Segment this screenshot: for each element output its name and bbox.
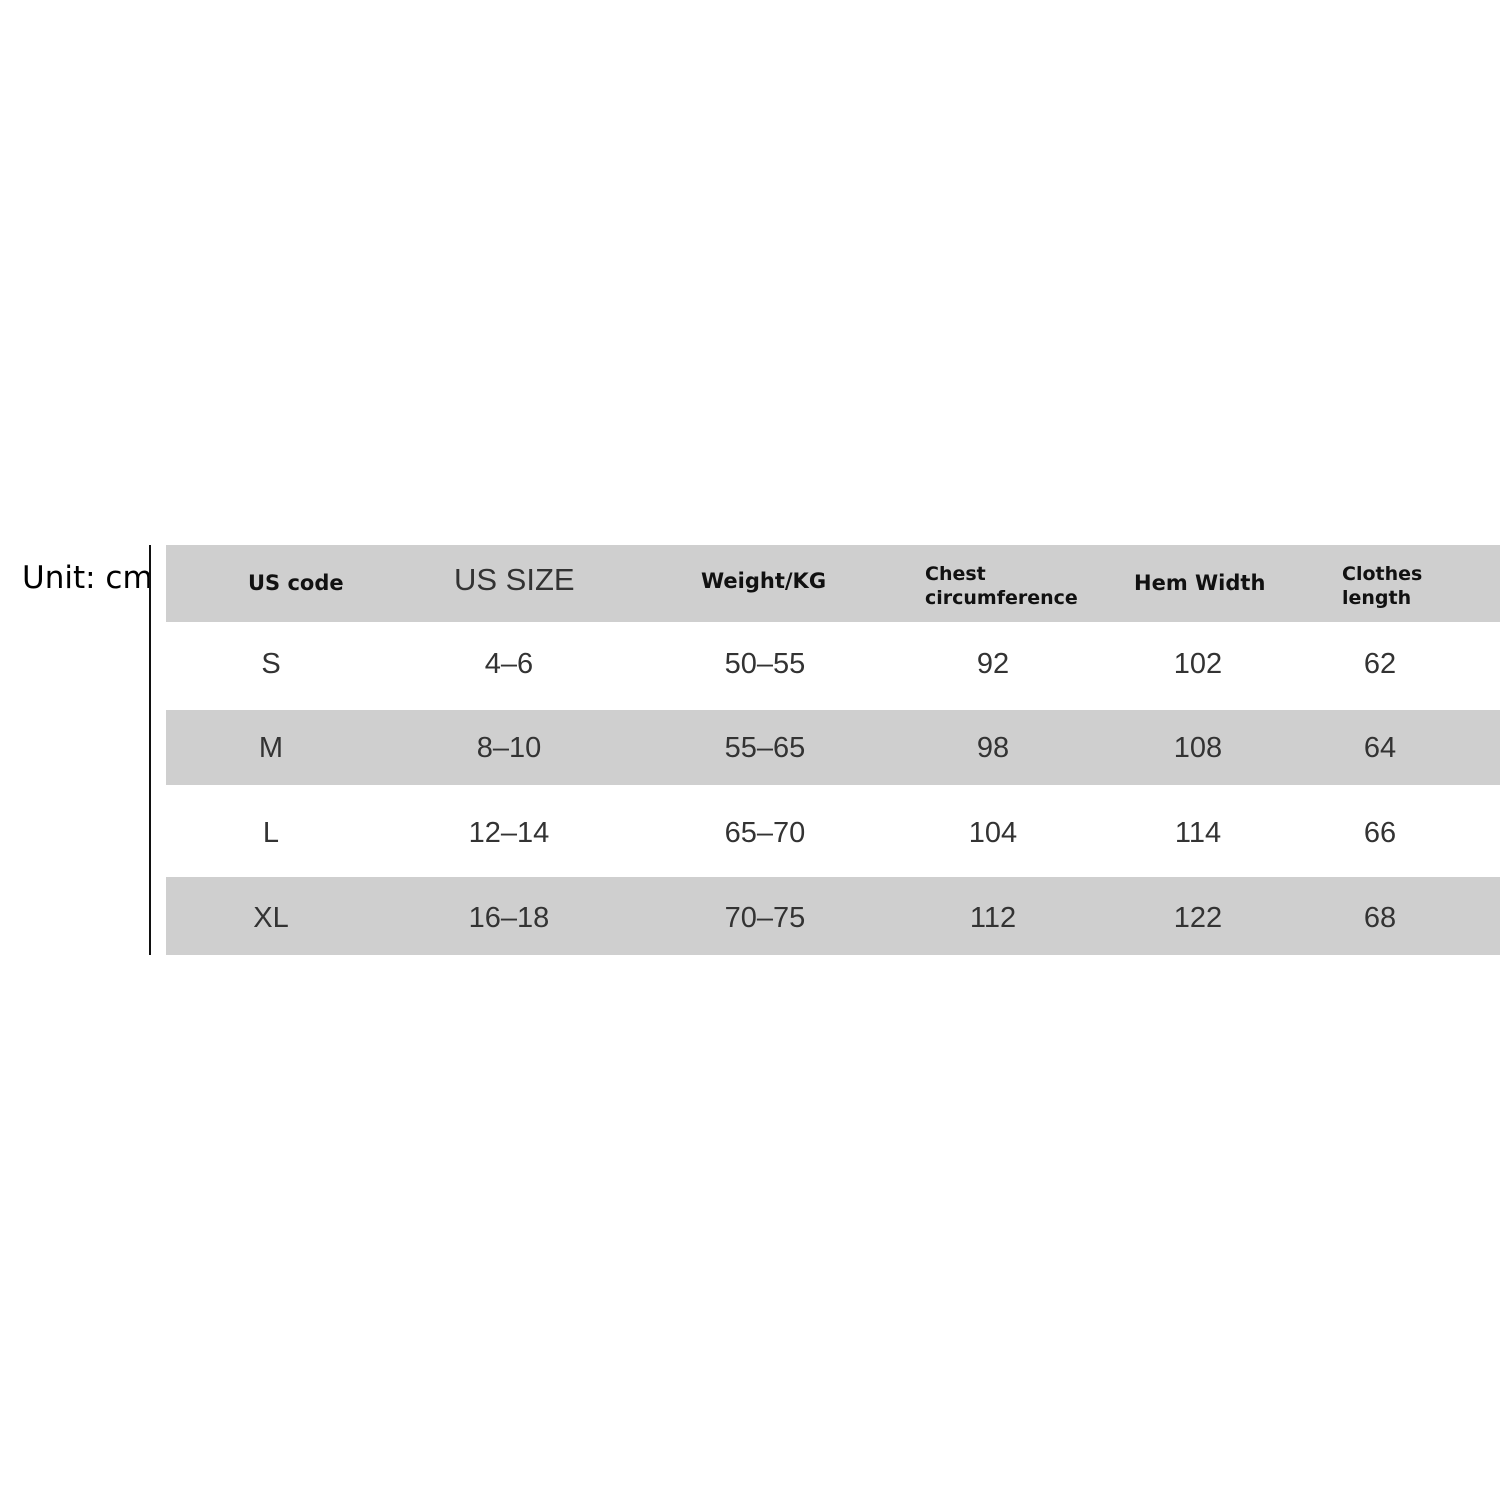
- header-clothes-length: Clothes length: [1342, 562, 1422, 610]
- cell-chest: 98: [976, 732, 1010, 764]
- cell-us-size: 16–18: [468, 902, 550, 934]
- cell-chest: 104: [968, 817, 1018, 849]
- cell-us-code: L: [262, 817, 280, 849]
- header-chest-line: Chest: [925, 563, 986, 585]
- header-weight: Weight/KG: [701, 569, 827, 593]
- cell-hem-width: 122: [1173, 902, 1223, 934]
- cell-weight: 55–65: [724, 732, 806, 764]
- cell-hem-width: 108: [1173, 732, 1223, 764]
- cell-hem-width: 114: [1174, 817, 1222, 849]
- divider-line: [149, 545, 151, 955]
- cell-us-size: 4–6: [484, 648, 534, 680]
- cell-us-code: S: [261, 648, 281, 680]
- cell-us-size: 8–10: [476, 732, 542, 764]
- cell-chest: 112: [969, 902, 1017, 934]
- header-us-size: US SIZE: [454, 562, 575, 597]
- cell-us-size: 12–14: [468, 817, 550, 849]
- cell-clothes-length: 62: [1363, 648, 1397, 680]
- cell-chest: 92: [976, 648, 1010, 680]
- cell-weight: 50–55: [724, 648, 806, 680]
- table-header-row: [166, 545, 1500, 622]
- header-chest-line: circumference: [925, 587, 1078, 609]
- cell-us-code: XL: [253, 902, 289, 934]
- unit-label: Unit: cm: [22, 560, 153, 596]
- cell-clothes-length: 64: [1363, 732, 1397, 764]
- header-hem-width: Hem Width: [1134, 571, 1266, 595]
- table-row-band: [166, 877, 1500, 955]
- header-chest: Chest circumference: [925, 562, 1078, 610]
- cell-weight: 70–75: [724, 902, 806, 934]
- header-clothes-line: length: [1342, 587, 1412, 609]
- cell-clothes-length: 66: [1363, 817, 1397, 849]
- cell-hem-width: 102: [1173, 648, 1223, 680]
- table-row-band: [166, 710, 1500, 785]
- cell-clothes-length: 68: [1363, 902, 1397, 934]
- cell-weight: 65–70: [724, 817, 806, 849]
- header-us-code: US code: [248, 571, 344, 595]
- header-clothes-line: Clothes: [1342, 563, 1423, 585]
- cell-us-code: M: [258, 732, 284, 764]
